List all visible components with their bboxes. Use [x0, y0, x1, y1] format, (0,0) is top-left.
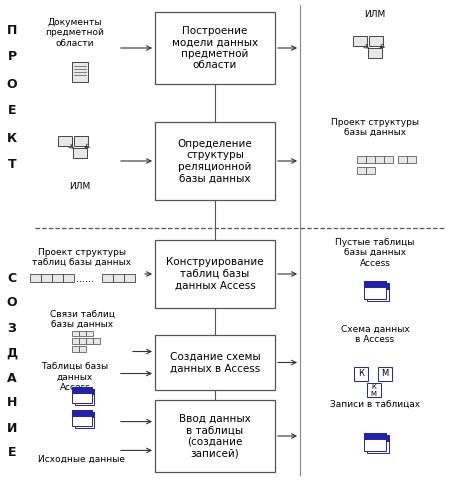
Bar [364, 433, 386, 439]
Text: Е: Е [8, 105, 16, 118]
Bar [367, 384, 381, 397]
Bar [72, 338, 78, 344]
Bar [353, 36, 367, 46]
Text: К: К [7, 132, 17, 144]
Bar [72, 387, 92, 393]
Bar [367, 283, 389, 301]
Bar [375, 156, 384, 163]
Bar [384, 156, 393, 163]
Bar [357, 156, 366, 163]
Text: Создание схемы
данных в Access: Создание схемы данных в Access [170, 352, 260, 373]
Bar [112, 274, 123, 282]
Bar [72, 346, 78, 351]
Bar [155, 122, 275, 200]
Bar [75, 389, 94, 395]
Bar [364, 433, 386, 451]
Bar [102, 274, 112, 282]
Text: Определение
структуры
реляционной
базы данных: Определение структуры реляционной базы д… [178, 139, 252, 183]
Bar [364, 281, 386, 287]
Bar [366, 167, 375, 173]
Bar [367, 435, 389, 442]
Bar [78, 331, 86, 336]
Bar [155, 12, 275, 84]
Bar [155, 335, 275, 390]
Bar [78, 346, 86, 351]
Text: Проект структуры
базы данных: Проект структуры базы данных [331, 118, 419, 137]
Text: Документы
предметной
области: Документы предметной области [45, 18, 104, 48]
Text: З: З [8, 322, 17, 335]
Bar [72, 410, 92, 426]
Bar [406, 156, 415, 163]
Text: Р: Р [8, 50, 17, 63]
Text: Схема данных
в Access: Схема данных в Access [341, 325, 410, 345]
Bar [86, 338, 93, 344]
Bar [155, 240, 275, 308]
Text: Ввод данных
в таблицы
(создание
записей): Ввод данных в таблицы (создание записей) [179, 414, 251, 458]
Bar [73, 148, 87, 158]
Bar [72, 331, 78, 336]
Bar [367, 283, 389, 289]
Bar [75, 412, 94, 418]
Bar [30, 274, 41, 282]
Text: Записи в таблицах: Записи в таблицах [330, 400, 420, 409]
Bar [58, 136, 72, 146]
Bar [369, 36, 383, 46]
Bar [354, 367, 368, 381]
Bar [367, 435, 389, 453]
Bar [378, 367, 392, 381]
Text: Н: Н [7, 396, 17, 409]
Text: Д: Д [6, 347, 18, 360]
Text: ИЛМ: ИЛМ [69, 182, 90, 191]
Bar [75, 389, 94, 405]
Text: Таблицы базы
данных
Access: Таблицы базы данных Access [41, 362, 108, 392]
Text: К
М: К М [371, 384, 377, 397]
Text: О: О [7, 77, 17, 91]
Text: Е: Е [8, 446, 16, 459]
Text: Связи таблиц
базы данных: Связи таблиц базы данных [50, 310, 114, 329]
Text: М: М [381, 369, 388, 378]
Bar [72, 410, 92, 416]
Text: К: К [358, 369, 364, 378]
Bar [72, 61, 89, 83]
Text: О: О [7, 297, 17, 310]
Bar [123, 274, 135, 282]
Text: Пустые таблицы
базы данных
Access: Пустые таблицы базы данных Access [335, 238, 415, 268]
Text: ......: ...... [76, 274, 94, 284]
Bar [357, 167, 366, 173]
Bar [364, 281, 386, 299]
Bar [74, 136, 88, 146]
Bar [78, 338, 86, 344]
Bar [52, 274, 63, 282]
Text: Проект структуры
таблиц базы данных: Проект структуры таблиц базы данных [32, 248, 131, 267]
Text: Построение
модели данных
предметной
области: Построение модели данных предметной обла… [172, 25, 258, 71]
Text: С: С [8, 272, 17, 285]
Text: Т: Т [8, 158, 16, 171]
Text: И: И [7, 421, 17, 434]
Bar [72, 387, 92, 403]
Bar [63, 274, 74, 282]
Bar [41, 274, 52, 282]
Bar [75, 412, 94, 428]
Bar [397, 156, 406, 163]
Bar [366, 156, 375, 163]
Text: П: П [7, 24, 17, 36]
Text: ИЛМ: ИЛМ [364, 10, 386, 19]
Bar [155, 400, 275, 472]
Bar [93, 338, 99, 344]
Bar [86, 331, 93, 336]
Text: А: А [7, 372, 17, 384]
Bar [368, 48, 382, 58]
Text: Конструирование
таблиц базы
данных Access: Конструирование таблиц базы данных Acces… [166, 257, 264, 290]
Text: Исходные данные: Исходные данные [39, 455, 126, 464]
